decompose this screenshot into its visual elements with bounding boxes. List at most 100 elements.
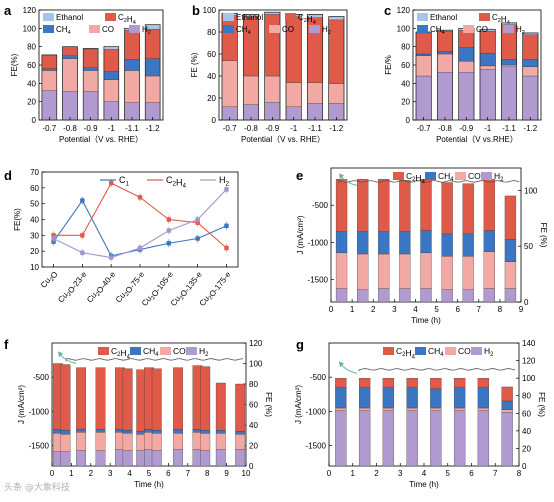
- y2-tick-label: 120: [522, 357, 536, 366]
- bar-ch4-1: [437, 51, 453, 55]
- bar-h2-0: [335, 288, 348, 303]
- y2-tick-label: 100: [522, 374, 536, 383]
- bar-ch4-0: [41, 68, 57, 71]
- legend-label-c2h4: C2H4: [406, 171, 426, 185]
- bar-ch4-0: [335, 387, 347, 409]
- y-tick-label: 100: [203, 6, 217, 15]
- bar-h2-5: [453, 410, 466, 467]
- bar-co-4: [307, 82, 323, 104]
- y-tick-label: -500: [33, 373, 50, 382]
- y-tick-label: -1500: [306, 442, 327, 451]
- y2-tick-label: 80: [249, 380, 258, 389]
- y-tick-label: 20: [207, 94, 216, 103]
- bar-ch4-5: [441, 233, 453, 257]
- axis-arrow-head: [339, 361, 344, 368]
- bar-co-4: [124, 70, 140, 103]
- axis-arrow: [59, 354, 77, 364]
- bar-h2-0: [41, 90, 57, 121]
- bar-ch4-2: [378, 231, 390, 255]
- x-tick-label: Cu2O-175-e: [198, 268, 233, 309]
- bar-c2h4-9: [173, 367, 184, 430]
- bar-ch4-1: [358, 387, 371, 409]
- bar-h2-6: [477, 410, 490, 467]
- bar-h2-3: [399, 288, 411, 303]
- x-tick-label: 8: [205, 469, 210, 478]
- legend-swatch-ethanol: [417, 13, 428, 21]
- bar-c2h4-5: [522, 34, 539, 60]
- x-tick-label: 4: [127, 469, 132, 478]
- bar-co-6: [462, 256, 474, 290]
- bar-h2-7: [483, 288, 495, 303]
- y-tick-label: 20: [401, 98, 410, 107]
- bar-h2-8: [504, 288, 517, 303]
- current-trace: [358, 368, 516, 372]
- x-tick-label: 2: [371, 305, 376, 314]
- legend-swatch-co: [455, 172, 466, 180]
- x-tick-label: 1: [350, 305, 355, 314]
- bar-c2h4-0: [335, 377, 347, 388]
- x-tick-label: 8: [517, 469, 522, 478]
- x-tick-label: 1: [351, 469, 356, 478]
- bar-c2h4-7: [483, 179, 495, 231]
- x-tick-label: -0.9: [265, 124, 279, 133]
- legend-swatch-ch4: [417, 25, 428, 33]
- bar-co-5: [328, 83, 345, 104]
- x-tick-label: 10: [242, 469, 251, 478]
- y-tick-label: 80: [27, 43, 36, 52]
- bar-co-7: [483, 251, 495, 289]
- bar-ch4-9: [173, 428, 184, 434]
- bar-h2-6: [462, 289, 474, 303]
- legend-swatch-ch4: [43, 25, 54, 33]
- legend-swatch-ch4: [130, 347, 141, 355]
- panel-label-e: e: [296, 168, 304, 183]
- bar-c2h4-1: [437, 30, 453, 52]
- legend-label-ethanol: Ethanol: [236, 13, 263, 22]
- legend-label-ch4: CH4: [56, 25, 71, 36]
- y-tick-label: 40: [27, 79, 36, 88]
- x-tick-label: 0: [327, 469, 332, 478]
- y2-tick-label: 80: [522, 392, 531, 401]
- bar-co-0: [335, 407, 347, 411]
- x-tick-label: -1: [108, 124, 116, 133]
- y2-axis-label: FE (%): [539, 223, 548, 248]
- bar-co-5: [522, 66, 539, 77]
- legend-label-co: CO: [468, 171, 481, 181]
- bar-ch4-1: [357, 231, 369, 255]
- x-tick-label: -1.1: [308, 124, 322, 133]
- x-tick-label: -1.1: [125, 124, 139, 133]
- bar-co-3: [479, 65, 496, 70]
- y-tick-label: 40: [30, 216, 39, 225]
- y-tick-label: 20: [30, 247, 39, 256]
- legend-label-h2: H2: [494, 171, 503, 183]
- legend-swatch-h2: [186, 347, 197, 355]
- legend-swatch-ethanol: [223, 13, 234, 21]
- bar-c2h4-3: [95, 367, 106, 430]
- axis-arrow-head: [58, 351, 63, 358]
- y-tick-label: 100: [397, 24, 411, 33]
- x-tick-label: -1: [484, 124, 492, 133]
- legend-swatch-h2: [503, 25, 514, 33]
- x-tick-label: -0.7: [417, 124, 431, 133]
- bar-ch4-5: [145, 58, 161, 77]
- y-axis-label: J (mA/cm²): [296, 215, 305, 254]
- y-tick-label: -500: [312, 201, 329, 210]
- legend-label-co: CO: [102, 25, 114, 34]
- y2-tick-label: 60: [522, 409, 531, 418]
- bar-ch4-7: [501, 400, 513, 410]
- legend-swatch-h2: [309, 25, 320, 33]
- bar-co-3: [406, 407, 418, 411]
- legend-swatch-ch4: [415, 347, 426, 355]
- y-tick-label: 80: [401, 43, 410, 52]
- bar-c2h4-6: [462, 183, 474, 235]
- y2-tick-label: 60: [249, 401, 258, 410]
- x-tick-label: 6: [166, 469, 171, 478]
- bar-c2h4-2: [83, 49, 99, 68]
- bar-c2h4-5: [441, 182, 453, 235]
- x-tick-label: Cu2O: [39, 269, 60, 291]
- legend-swatch-h2: [481, 172, 492, 180]
- bar-co-1: [243, 75, 259, 105]
- legend-swatch-co: [463, 25, 474, 33]
- x-tick-label: 7: [477, 305, 482, 314]
- bar-co-0: [221, 60, 238, 107]
- x-tick-label: Cu2O-23-e: [56, 268, 89, 305]
